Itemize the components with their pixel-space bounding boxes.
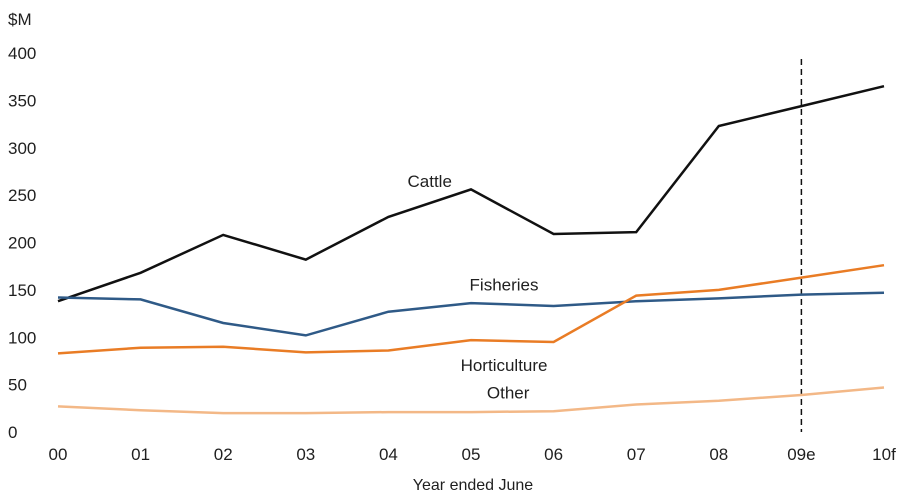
series-line-cattle <box>57 84 885 303</box>
y-tick-label: 300 <box>8 139 36 158</box>
series-label-horticulture: Horticulture <box>461 356 548 375</box>
x-tick-label: 03 <box>296 445 315 464</box>
series-line-fisheries <box>57 291 885 337</box>
x-tick-label: 00 <box>49 445 68 464</box>
y-tick-label: 250 <box>8 186 36 205</box>
x-axis-ticks: 00 01 02 03 04 05 06 07 08 09e 10f <box>49 445 897 464</box>
series-label-other: Other <box>487 384 530 403</box>
x-axis-title: Year ended June <box>413 477 534 494</box>
x-tick-label: 05 <box>462 445 481 464</box>
y-tick-label: 200 <box>8 234 36 253</box>
series-label-fisheries: Fisheries <box>470 275 539 294</box>
y-tick-label: 150 <box>8 281 36 300</box>
x-tick-label: 01 <box>131 445 150 464</box>
series-line-horticulture <box>57 263 885 355</box>
y-tick-label: 350 <box>8 91 36 110</box>
series-line-other <box>57 386 885 415</box>
series-lines <box>57 84 885 415</box>
x-tick-label: 07 <box>627 445 646 464</box>
x-tick-label: 06 <box>544 445 563 464</box>
x-tick-label: 02 <box>214 445 233 464</box>
series-label-cattle: Cattle <box>407 172 451 191</box>
y-tick-label: 100 <box>8 328 36 347</box>
x-tick-label: 04 <box>379 445 398 464</box>
y-tick-label: 0 <box>8 423 17 442</box>
y-tick-label: 400 <box>8 44 36 63</box>
y-tick-label: 50 <box>8 376 27 395</box>
y-axis-ticks: 0 50 100 150 200 250 300 350 400 <box>8 44 36 442</box>
series-labels: Cattle Fisheries Horticulture Other <box>407 172 547 402</box>
x-tick-label: 10f <box>872 445 896 464</box>
y-unit-label: $M <box>8 10 32 29</box>
x-tick-label: 09e <box>787 445 815 464</box>
x-tick-label: 08 <box>709 445 728 464</box>
